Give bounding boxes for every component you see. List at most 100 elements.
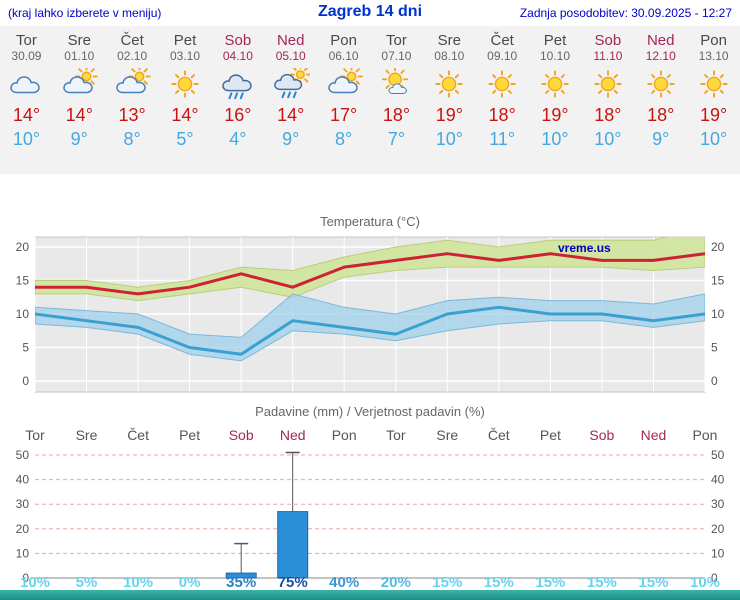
day-name: Sob: [224, 32, 252, 49]
day-date: 30.09: [11, 49, 42, 63]
min-temp-value: 8°: [334, 129, 353, 149]
max-temp-value: 14°: [171, 105, 199, 125]
sun-icon: [529, 68, 582, 104]
precip-probability-value: 15%: [535, 574, 566, 591]
day-date: 12.10: [645, 49, 676, 63]
day-name: Sre: [437, 32, 461, 49]
day-name: Pet: [543, 32, 567, 49]
max-temp-value: 14°: [12, 105, 41, 125]
max-temp-value: 18°: [488, 105, 516, 125]
svg-text:10: 10: [711, 546, 725, 560]
sun-icon: [634, 68, 687, 104]
day-date: 11.10: [593, 49, 623, 63]
menu-hint-text: (kraj lahko izberete v meniju): [8, 6, 162, 20]
precip-probability-value: 15%: [483, 574, 514, 591]
day-name: Sob: [594, 32, 622, 49]
precip-day-label: Pon: [692, 427, 718, 443]
day-column: Pet 03.10 14° 5°: [159, 26, 212, 174]
day-column: Čet 09.10 18° 11°: [476, 26, 529, 174]
min-temp-value: 10°: [699, 129, 728, 149]
min-temp-value: 9°: [652, 129, 670, 149]
max-temp-value: 19°: [435, 105, 463, 125]
rain-sun-icon: [264, 63, 317, 104]
day-name: Tor: [386, 32, 407, 49]
svg-text:30: 30: [16, 497, 30, 511]
day-name: Čet: [490, 32, 514, 49]
day-column: Sob 11.10 18° 10°: [581, 26, 634, 174]
precip-probability-value: 5%: [75, 574, 98, 591]
svg-text:50: 50: [16, 448, 30, 462]
day-column: Sob 04.10 16° 4°: [211, 26, 264, 174]
day-column: Pon 13.10 19° 10°: [687, 26, 740, 174]
svg-text:20: 20: [16, 522, 30, 536]
svg-text:0: 0: [22, 571, 29, 585]
precip-day-label: Pet: [539, 427, 561, 443]
min-temp-value: 4°: [229, 129, 247, 149]
sun-cloud-icon: [53, 65, 106, 104]
precipitation-chart-title: Padavine (mm) / Verjetnost padavin (%): [255, 404, 485, 419]
precip-probability-value: 75%: [277, 574, 308, 591]
footer-bar: [0, 590, 740, 600]
last-updated-text: Zadnja posodobitev: 30.09.2025 - 12:27: [519, 6, 732, 20]
max-temp-value: 19°: [699, 105, 728, 125]
mostly-sunny-icon: [370, 66, 423, 104]
precip-day-label: Tor: [386, 427, 406, 443]
svg-text:10: 10: [711, 307, 725, 321]
max-temp-value: 19°: [541, 105, 569, 125]
day-date: 04.10: [222, 49, 253, 63]
temperature-chart: 0 0 5 5 10 10 15 15 20 20: [16, 236, 725, 393]
page-title: Zagreb 14 dni: [317, 3, 423, 20]
precip-probability-value: 40%: [329, 574, 360, 591]
day-date: 05.10: [275, 49, 306, 63]
max-temp-value: 18°: [382, 105, 411, 125]
precip-probability-value: 10%: [123, 574, 154, 591]
max-temp-value: 16°: [224, 105, 252, 125]
day-name: Ned: [276, 32, 305, 49]
sun-cloud-icon: [317, 65, 370, 104]
svg-text:15: 15: [16, 274, 30, 288]
precipitation-chart: 0 0 10 10 20 20 30 30 40 40 50 50: [16, 448, 725, 585]
precip-probability-value: 15%: [638, 574, 669, 591]
day-column: Čet 02.10 13° 8°: [106, 26, 159, 174]
day-name: Tor: [16, 32, 37, 49]
sun-icon: [476, 68, 529, 104]
day-date: 02.10: [117, 49, 148, 63]
svg-text:40: 40: [16, 473, 30, 487]
sun-icon: [423, 68, 476, 104]
min-temp-value: 5°: [176, 129, 194, 149]
svg-text:20: 20: [16, 240, 30, 254]
sun-icon: [687, 68, 740, 104]
forecast-days-strip: Tor 30.09 14° 10° Sre 01.10 14° 9° Čet 02.10 13° 8°…: [0, 26, 740, 174]
day-date: 09.10: [487, 49, 518, 63]
precip-day-label: Ned: [279, 427, 306, 443]
day-date: 06.10: [328, 49, 359, 63]
sun-icon: [581, 68, 634, 104]
min-temp-value: 10°: [435, 129, 463, 149]
day-column: Tor 30.09 14° 10°: [0, 26, 53, 174]
day-column: Sre 01.10 14° 9°: [53, 26, 106, 174]
precip-day-label: Ned: [640, 427, 667, 443]
precip-day-label: Tor: [25, 427, 45, 443]
precipitation-day-labels: Tor Sre Čet Pet Sob Ned Pon Tor Sre Čet Pet Sob Ned P…: [0, 427, 740, 445]
precipitation-probability-row: 10% 5% 10% 0% 35% 75% 40% 20% 15% 15% 15% 15% 15% 10%: [0, 574, 740, 591]
svg-text:0: 0: [711, 374, 718, 388]
rain-icon: [211, 68, 264, 104]
max-temp-value: 18°: [647, 105, 675, 125]
day-column: Pon 06.10 17° 8°: [317, 26, 370, 174]
temperature-chart-title: Temperatura (°C): [320, 214, 420, 229]
precip-day-label: Sob: [589, 427, 615, 443]
precip-probability-value: 20%: [380, 574, 411, 591]
min-temp-value: 9°: [282, 129, 300, 149]
min-temp-value: 10°: [541, 129, 569, 149]
svg-text:15: 15: [711, 274, 725, 288]
day-name: Sre: [67, 32, 91, 49]
precip-probability-value: 10%: [689, 574, 721, 591]
max-temp-value: 13°: [118, 105, 146, 125]
day-name: Čet: [120, 32, 144, 49]
svg-text:30: 30: [711, 497, 725, 511]
svg-text:5: 5: [22, 341, 29, 355]
max-temp-value: 14°: [65, 105, 93, 125]
svg-text:0: 0: [22, 374, 29, 388]
min-temp-value: 9°: [70, 129, 88, 149]
